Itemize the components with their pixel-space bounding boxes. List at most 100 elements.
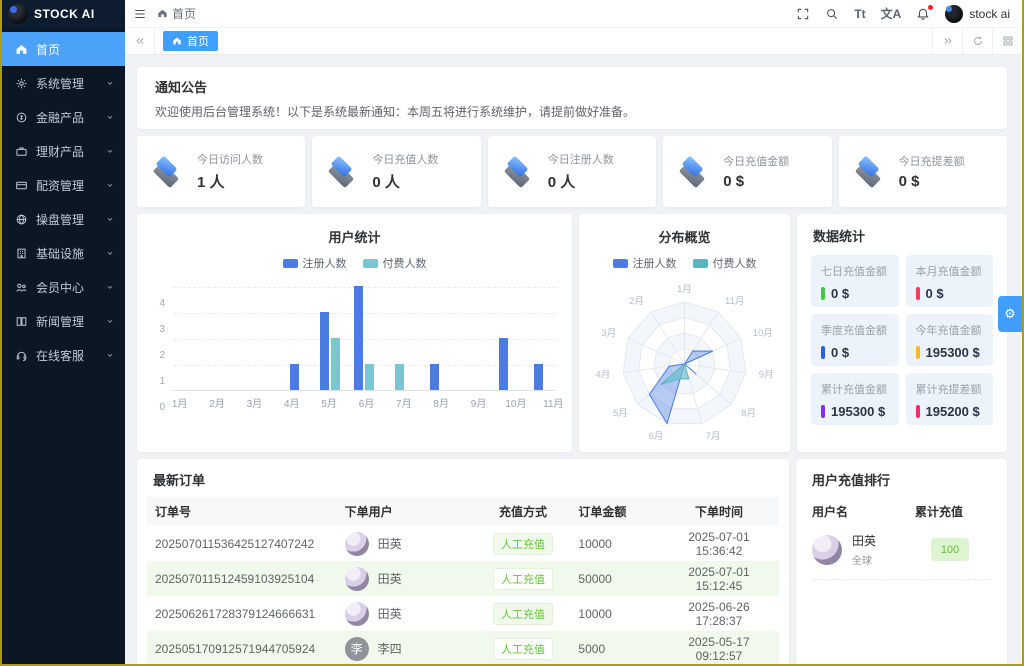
sidebar-item-配资管理[interactable]: 配资管理 [2,168,125,202]
legend-swatch [282,258,298,268]
tabs-scroll-left-icon[interactable] [125,28,155,54]
bar-注册人数 [499,338,509,390]
sidebar-item-会员中心[interactable]: 会员中心 [2,270,125,304]
stat-tile-累计充值金额: 累计充值金额 195300 $ [811,373,899,425]
method-badge: 人工充值 [493,602,554,625]
y-tick-label: 4 [159,298,165,309]
sidebar-item-理财产品[interactable]: 理财产品 [2,134,125,168]
radar-spoke [627,337,685,365]
legend-label: 付费人数 [712,258,757,270]
radar-spoke [684,363,746,374]
stat-tile-label: 七日充值金额 [821,266,887,278]
stat-card-label: 今日充提差额 [898,156,965,168]
sidebar-item-新闻管理[interactable]: 新闻管理 [2,304,125,338]
bar-group-7月 [382,287,417,390]
sidebar-item-label: 会员中心 [36,280,85,295]
tab-bar: 首页 [125,28,1022,55]
bar-groups [173,286,556,390]
radar-chart: 1月 2月 3月 4月 5月 6月 7月 8月 9月 10月 11月 [595,284,773,442]
breadcrumb[interactable]: 首页 [157,5,196,22]
bottom-row: 最新订单 订单号 下单用户 充值方式 订单金额 下单时间 202507011536425… [137,459,1007,664]
orders-col-下单时间: 下单时间 [658,497,779,526]
method-badge: 人工充值 [493,637,554,660]
refresh-icon[interactable] [962,28,992,54]
user-avatar [945,4,964,23]
bar-chart: 4 3 2 1 0 [149,286,556,413]
sidebar-item-首页[interactable]: 首页 [2,32,125,66]
radar-axis-label: 3月 [601,328,616,339]
sidebar-item-基础设施[interactable]: 基础设施 [2,236,125,270]
stat-tile-amount: 0 $ [925,286,944,301]
bar-注册人数 [290,364,300,390]
card-icon [15,179,28,192]
hamburger-menu-icon[interactable] [133,7,147,21]
gridline [173,313,556,314]
distribution-radar-card: 分布概览 注册人数 付费人数 1月 2月 3月 4月 5月 6月 7月 8月 9月 10月 11月 [579,214,790,452]
stat-tile-value: 0 $ [821,345,889,360]
sidebar-item-系统管理[interactable]: 系统管理 [2,66,125,100]
order-username: 李四 [377,642,402,656]
tab-home[interactable]: 首页 [163,31,218,51]
ranking-username: 田英 [852,534,877,548]
avatar: 李 [344,636,369,661]
y-tick-label: 1 [159,376,165,387]
stat-card-value: 0 $ [898,173,920,190]
translate-icon[interactable]: 文A [880,7,902,21]
tabs-scroll-right-icon[interactable] [932,28,962,54]
ranking-total-badge: 100 [931,538,969,561]
order-amount-cell: 10000 [578,536,612,551]
stat-tile-label: 本月充值金额 [915,266,982,278]
radar-spoke [650,311,685,365]
stat-tile-value: 0 $ [821,286,889,301]
stat-tile-amount: 0 $ [831,286,850,301]
home-icon [173,37,181,45]
radar-axis-label: 6月 [649,431,664,442]
stat-card-今日注册人数: 今日注册人数 0 人 [487,136,657,207]
sidebar-item-label: 基础设施 [36,246,85,261]
x-tick-label: 2月 [209,399,225,410]
radar-axis-label: 8月 [741,408,756,419]
notice-title: 通知公告 [155,80,208,95]
coin-icon [15,111,28,124]
legend-label: 注册人数 [302,258,347,270]
navbar-actions: Tt 文A stock ai [796,4,1010,23]
tab-options-grid-icon[interactable] [992,28,1022,54]
username: stock ai [969,6,1010,21]
fullscreen-icon[interactable] [796,7,810,21]
briefcase-icon [15,145,28,158]
legend-label: 注册人数 [632,258,677,270]
order-time-cell: 2025-05-17 09:12:57 [688,634,750,663]
avatar [812,534,842,565]
sidebar-item-在线客服[interactable]: 在线客服 [2,338,125,372]
legend-swatch [692,258,708,268]
data-stats-title: 数据统计 [813,229,866,244]
legend-item-付费人数[interactable]: 付费人数 [362,255,427,271]
bar-注册人数 [354,286,364,390]
order-user-cell: 李李四 [337,631,476,664]
bar-plot-area [173,286,556,391]
order-time-cell: 2025-07-01 15:12:45 [688,564,750,593]
user-menu[interactable]: stock ai [945,4,1010,23]
legend-item-付费人数[interactable]: 付费人数 [692,255,757,271]
bar-注册人数 [429,364,439,390]
stat-card-label: 今日充值人数 [372,154,439,166]
recharge-users-3d-icon [325,155,359,188]
stat-tile-amount: 195300 $ [831,404,886,419]
notification-bell-icon[interactable] [916,4,934,21]
legend-item-注册人数[interactable]: 注册人数 [612,255,677,271]
stat-card-text: 今日充值人数 0 人 [372,151,438,192]
sidebar-item-金融产品[interactable]: 金融产品 [2,100,125,134]
home-icon [15,43,28,56]
stat-tile-value: 195200 $ [915,404,984,419]
stat-tile-color-bar [821,287,825,300]
font-size-icon[interactable]: Tt [854,6,866,21]
building-icon [15,247,28,260]
legend-item-注册人数[interactable]: 注册人数 [282,255,347,271]
settings-gear-button[interactable]: ⚙ [998,296,1022,332]
stat-card-label: 今日注册人数 [547,154,614,166]
stat-cards-row: 今日访问人数 1 人今日充值人数 0 人今日注册人数 0 人今日充值金额 0 $ 今日充提… [137,136,1007,207]
search-icon[interactable] [825,7,839,21]
notice-panel: 通知公告 欢迎使用后台管理系统！以下是系统最新通知：本周五将进行系统维护，请提前… [137,67,1007,129]
sidebar-item-操盘管理[interactable]: 操盘管理 [2,202,125,236]
